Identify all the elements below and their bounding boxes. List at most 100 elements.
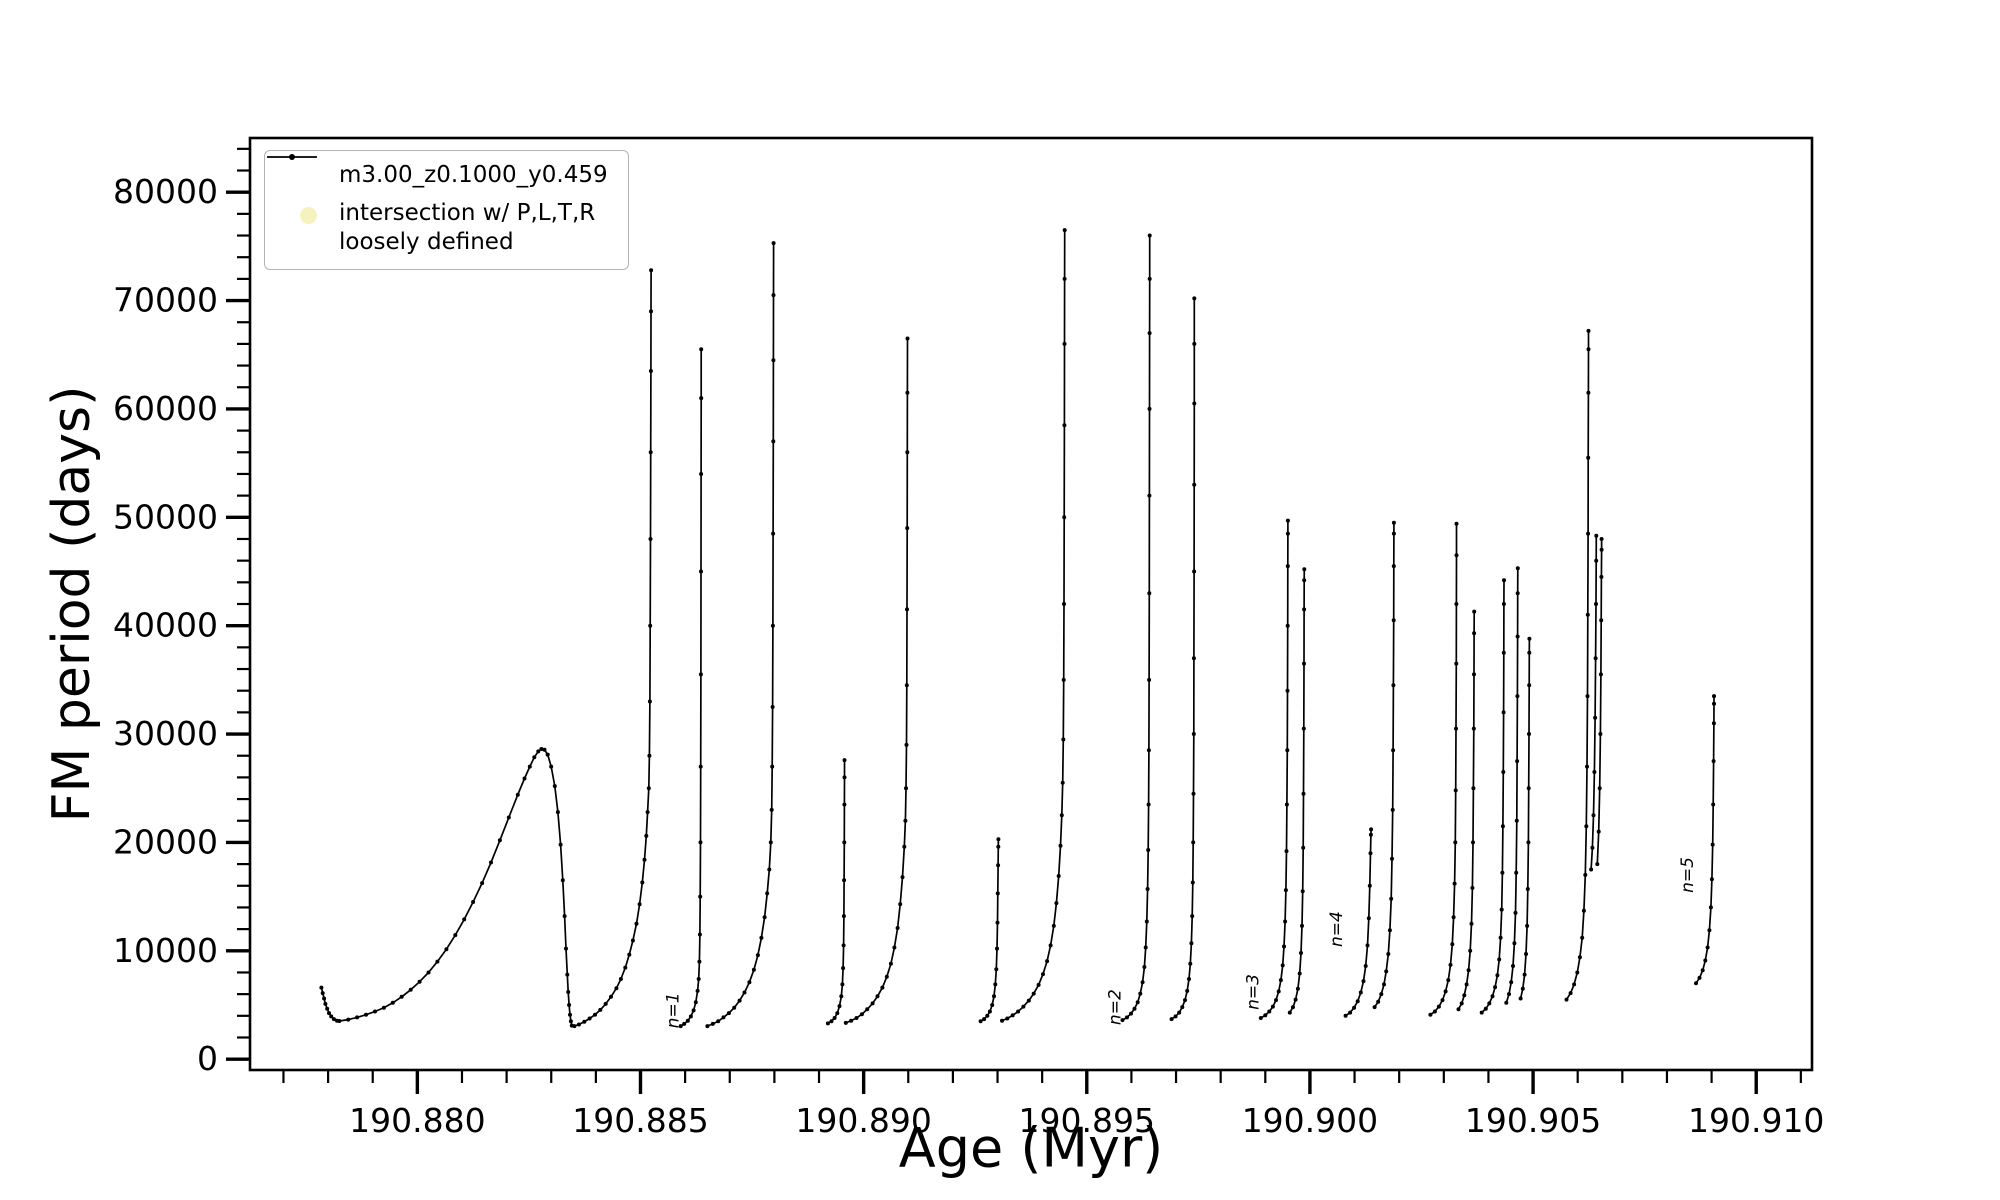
data-point-marker <box>1036 982 1041 987</box>
data-point-marker <box>1125 1015 1129 1020</box>
data-point-marker <box>1700 968 1705 973</box>
data-point-marker <box>1284 802 1289 807</box>
pulse-annotation: n=4 <box>1327 911 1347 947</box>
pulse-annotation: n=2 <box>1105 989 1125 1025</box>
data-point-marker <box>843 1020 848 1025</box>
data-point-marker <box>688 1014 693 1019</box>
data-point-marker <box>768 840 773 845</box>
data-point-marker <box>1143 945 1148 950</box>
data-point-marker <box>630 938 635 943</box>
data-point-marker <box>1280 963 1285 968</box>
data-point-marker <box>603 1001 608 1006</box>
data-point-marker <box>527 764 532 769</box>
data-point-marker <box>840 982 845 987</box>
data-point-marker <box>1586 347 1591 352</box>
data-point-marker <box>1452 881 1457 886</box>
data-point-marker <box>1026 998 1031 1003</box>
data-point-marker <box>737 998 742 1003</box>
data-point-marker <box>322 996 327 1001</box>
data-point-marker <box>1185 988 1190 993</box>
data-point-marker <box>1192 296 1197 301</box>
data-point-marker <box>1270 1004 1275 1009</box>
x-tick-label: 190.900 <box>1242 1101 1378 1140</box>
data-point-marker <box>1147 677 1152 682</box>
data-point-marker <box>462 917 467 922</box>
data-point-marker <box>539 747 544 751</box>
data-point-marker <box>1585 694 1590 699</box>
data-point-marker <box>558 842 563 847</box>
data-point-marker <box>1062 276 1067 281</box>
data-point-marker <box>1183 998 1187 1003</box>
data-point-marker <box>648 537 653 541</box>
data-point-marker <box>1515 634 1520 639</box>
data-point-marker <box>837 1004 842 1009</box>
data-point-marker <box>1300 923 1304 928</box>
data-point-marker <box>726 1011 731 1016</box>
data-point-marker <box>320 991 325 996</box>
series-line <box>339 748 573 1026</box>
data-point-marker <box>1564 997 1569 1002</box>
series-line <box>1122 235 1151 1021</box>
data-point-marker <box>770 764 775 769</box>
data-point-marker <box>1301 845 1306 850</box>
x-tick-label: 190.905 <box>1465 1101 1601 1140</box>
data-point-marker <box>842 802 847 807</box>
data-point-marker <box>1440 998 1445 1003</box>
data-point-marker <box>1586 328 1591 333</box>
data-point-marker <box>691 1008 696 1013</box>
data-point-marker <box>1446 978 1451 983</box>
data-point-marker <box>699 569 703 574</box>
data-point-marker <box>1462 993 1467 998</box>
data-point-marker <box>716 1019 721 1024</box>
intersection-circle-icon <box>277 199 339 231</box>
data-point-marker <box>996 837 1001 842</box>
y-tick-label: 70000 <box>113 281 218 320</box>
data-point-marker <box>522 776 527 781</box>
data-point-marker <box>1518 996 1523 1001</box>
data-point-marker <box>1147 233 1152 238</box>
data-point-marker <box>1493 985 1498 990</box>
data-point-marker <box>990 1003 995 1007</box>
data-point-marker <box>1145 887 1150 891</box>
data-point-marker <box>1709 877 1714 882</box>
data-point-marker <box>678 1024 683 1029</box>
data-point-marker <box>1302 567 1307 572</box>
data-point-marker <box>904 683 909 688</box>
data-point-marker <box>323 1001 328 1006</box>
data-point-marker <box>859 1012 864 1017</box>
data-point-marker <box>832 1016 837 1020</box>
data-point-marker <box>355 1015 360 1020</box>
data-point-marker <box>552 784 557 789</box>
data-point-marker <box>841 966 846 971</box>
x-tick-label: 190.880 <box>349 1101 485 1140</box>
data-point-marker <box>1045 959 1050 964</box>
data-point-marker <box>1173 1014 1178 1019</box>
data-point-marker <box>696 977 701 981</box>
data-point-marker <box>1285 623 1290 628</box>
data-point-marker <box>698 672 703 677</box>
data-point-marker <box>903 818 908 823</box>
data-point-marker <box>408 987 413 992</box>
data-point-marker <box>1711 721 1716 726</box>
data-point-marker <box>565 972 570 977</box>
data-point-marker <box>1146 802 1151 807</box>
data-point-marker <box>1490 994 1495 999</box>
data-point-marker <box>1188 961 1193 966</box>
data-point-marker <box>1147 276 1152 281</box>
data-point-marker <box>1363 964 1368 968</box>
data-point-marker <box>1501 602 1506 606</box>
data-point-marker <box>1705 945 1710 950</box>
data-point-marker <box>329 1014 334 1019</box>
series-line <box>1457 611 1476 1010</box>
data-point-marker <box>697 959 702 964</box>
legend-series-label: m3.00_z0.1000_y0.459 <box>339 162 608 188</box>
data-point-marker <box>1583 872 1588 877</box>
data-point-marker <box>1487 1001 1492 1006</box>
data-point-marker <box>560 878 565 883</box>
data-point-marker <box>532 755 537 760</box>
data-point-marker <box>978 1019 983 1024</box>
data-point-marker <box>1456 1007 1461 1012</box>
data-point-marker <box>1129 1011 1133 1016</box>
data-point-marker <box>1142 965 1147 969</box>
